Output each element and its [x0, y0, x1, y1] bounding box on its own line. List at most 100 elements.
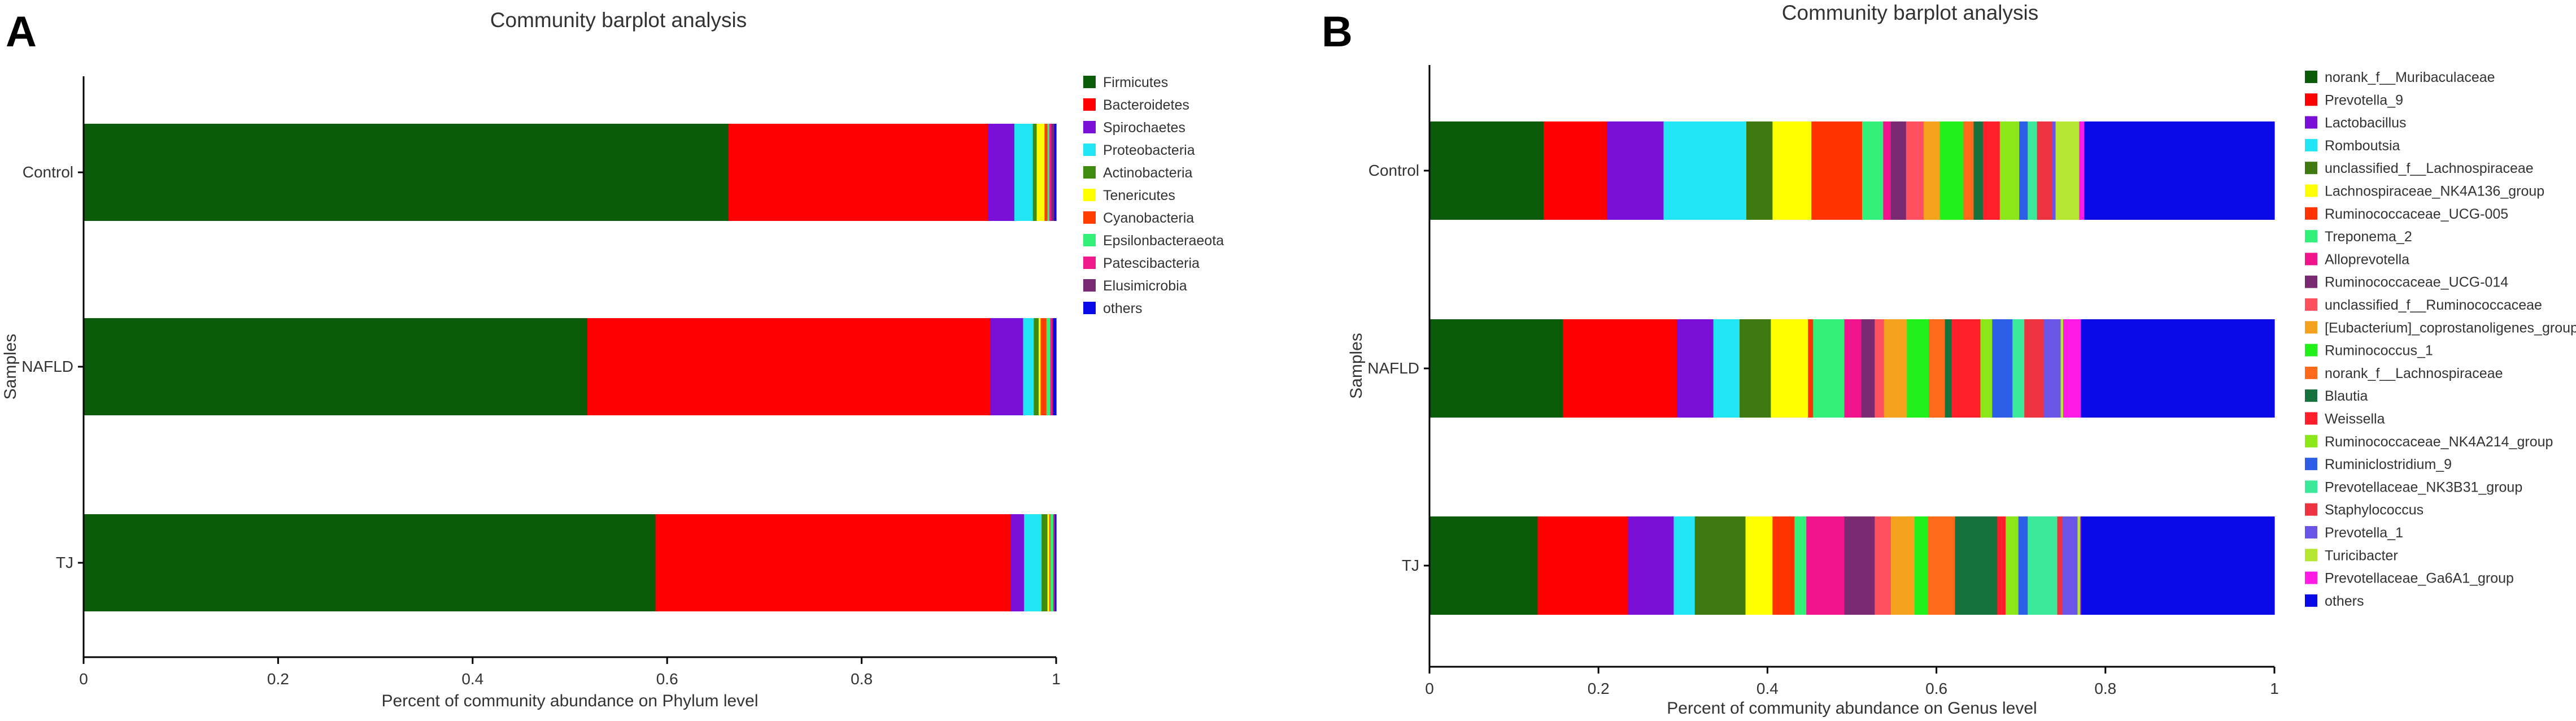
legend-swatch-0 — [2305, 71, 2317, 83]
x-tick-label: 0.6 — [1925, 680, 1947, 697]
bar-segment-tj-1 — [1537, 516, 1628, 615]
legend-label-22: Prevotellaceae_Ga6A1_group — [2325, 571, 2514, 587]
legend-label-9: Ruminococcaceae_UCG-014 — [2325, 275, 2508, 290]
bar-segment-control-17 — [2019, 121, 2028, 220]
bar-segment-tj-12 — [1915, 516, 1929, 615]
bar-segment-control-2 — [1607, 121, 1664, 220]
bar-segment-nafld-5 — [1039, 318, 1041, 415]
bar-segment-control-21 — [2056, 121, 2080, 220]
bar-segment-control-15 — [1983, 121, 2000, 220]
x-axis-title: Percent of community abundance on Phylum… — [381, 692, 758, 710]
figure-canvas: A Community barplot analysis Control NAFLD T… — [0, 0, 2576, 721]
legend-swatch-2 — [1083, 121, 1096, 133]
sample-label-tj: TJ — [1402, 557, 1419, 574]
bar-segment-control-9 — [1891, 121, 1907, 220]
legend-label-9: Elusimicrobia — [1103, 278, 1187, 294]
bar-segment-control-10 — [1054, 124, 1057, 221]
legend-swatch-11 — [2305, 321, 2317, 333]
legend-swatch-22 — [2305, 572, 2317, 584]
bar-segment-tj-15 — [1997, 516, 2006, 615]
bar-segment-control-6 — [1044, 124, 1048, 221]
sample-label-nafld: NAFLD — [21, 358, 73, 375]
bar-segment-control-5 — [1772, 121, 1811, 220]
bar-segment-tj-0 — [1429, 516, 1538, 615]
bar-segment-nafld-6 — [1808, 319, 1814, 418]
bar-segment-tj-2 — [1628, 516, 1674, 615]
x-tick-label: 0.2 — [1588, 680, 1610, 697]
legend-swatch-1 — [2305, 93, 2317, 106]
bar-segment-nafld-0 — [84, 318, 588, 415]
legend-swatch-4 — [2305, 162, 2317, 174]
legend-swatch-10 — [1083, 302, 1096, 314]
bar-segment-tj-2 — [1010, 514, 1025, 611]
bar-segment-control-6 — [1811, 121, 1862, 220]
legend-label-15: Weissella — [2325, 411, 2385, 427]
legend-swatch-9 — [1083, 279, 1096, 292]
bar-segment-nafld-22 — [2063, 319, 2081, 418]
bar-segment-nafld-18 — [2012, 319, 2025, 418]
legend-label-19: Staphylococcus — [2325, 502, 2424, 518]
legend-swatch-3 — [1083, 144, 1096, 156]
legend-label-5: Lachnospiraceae_NK4A136_group — [2325, 184, 2544, 199]
x-tick-label: 0.8 — [2094, 680, 2116, 697]
legend-swatch-17 — [2305, 458, 2317, 470]
legend-swatch-6 — [2305, 207, 2317, 220]
legend-label-3: Proteobacteria — [1103, 142, 1195, 158]
bar-segment-nafld-8 — [1051, 318, 1053, 415]
x-tick-label: 1 — [1052, 670, 1061, 688]
legend-label-2: Lactobacillus — [2325, 115, 2407, 131]
legend-swatch-4 — [1083, 166, 1096, 179]
chart-title: Community barplot analysis — [490, 8, 747, 32]
legend-swatch-6 — [1083, 211, 1096, 224]
legend-label-1: Bacteroidetes — [1103, 97, 1189, 113]
x-tick-label: 0.8 — [851, 670, 873, 688]
bar-segment-nafld-17 — [1992, 319, 2013, 418]
bar-segment-control-8 — [1883, 121, 1891, 220]
bar-segment-nafld-9 — [1861, 319, 1875, 418]
legend-label-1: Prevotella_9 — [2325, 92, 2403, 108]
sample-label-tj: TJ — [56, 554, 73, 571]
legend-label-18: Prevotellaceae_NK3B31_group — [2325, 479, 2522, 495]
legend-label-12: Ruminococcus_1 — [2325, 343, 2433, 359]
bar-segment-nafld-8 — [1845, 319, 1862, 418]
bar-segment-control-11 — [1924, 121, 1940, 220]
x-tick-label: 0.4 — [1756, 680, 1779, 697]
bar-segment-nafld-1 — [1563, 319, 1677, 418]
legend-swatch-8 — [2305, 253, 2317, 265]
sample-label-nafld: NAFLD — [1367, 359, 1419, 377]
legend-swatch-20 — [2305, 526, 2317, 538]
bar-segment-tj-8 — [1806, 516, 1845, 615]
bar-segment-control-20 — [2052, 121, 2056, 220]
bar-segment-tj-20 — [2063, 516, 2078, 615]
legend-swatch-10 — [2305, 298, 2317, 311]
legend-label-0: norank_f__Muribaculaceae — [2325, 70, 2495, 85]
bar-segment-nafld-7 — [1813, 319, 1845, 418]
x-tick-label: 0.2 — [267, 670, 289, 688]
legend-swatch-14 — [2305, 389, 2317, 402]
chart-title: Community barplot analysis — [1782, 1, 2038, 24]
legend-label-21: Turicibacter — [2325, 548, 2398, 563]
bar-segment-control-12 — [1940, 121, 1964, 220]
bar-segment-tj-10 — [1055, 514, 1056, 611]
bar-segment-nafld-13 — [1929, 319, 1945, 418]
legend-label-13: norank_f__Lachnospiraceae — [2325, 366, 2503, 381]
legend-label-4: unclassified_f__Lachnospiraceae — [2325, 160, 2534, 176]
x-tick-label: 0 — [1425, 680, 1434, 697]
sample-label-control: Control — [23, 163, 73, 181]
bar-segment-control-1 — [729, 124, 988, 221]
bar-segment-nafld-12 — [1907, 319, 1929, 418]
legend-swatch-9 — [2305, 276, 2317, 288]
bar-segment-tj-17 — [2019, 516, 2028, 615]
legend-label-0: Firmicutes — [1103, 75, 1168, 90]
bar-segment-nafld-1 — [587, 318, 991, 415]
legend-swatch-18 — [2305, 480, 2317, 493]
bar-segment-tj-9 — [1845, 516, 1875, 615]
legend-swatch-1 — [1083, 98, 1096, 111]
bar-segment-tj-11 — [1891, 516, 1915, 615]
panel-letter: A — [6, 8, 37, 56]
bar-segment-nafld-20 — [2044, 319, 2061, 418]
bar-segment-tj-10 — [1875, 516, 1891, 615]
legend-swatch-23 — [2305, 594, 2317, 607]
legend-swatch-5 — [1083, 189, 1096, 201]
bar-segment-control-13 — [1963, 121, 1974, 220]
